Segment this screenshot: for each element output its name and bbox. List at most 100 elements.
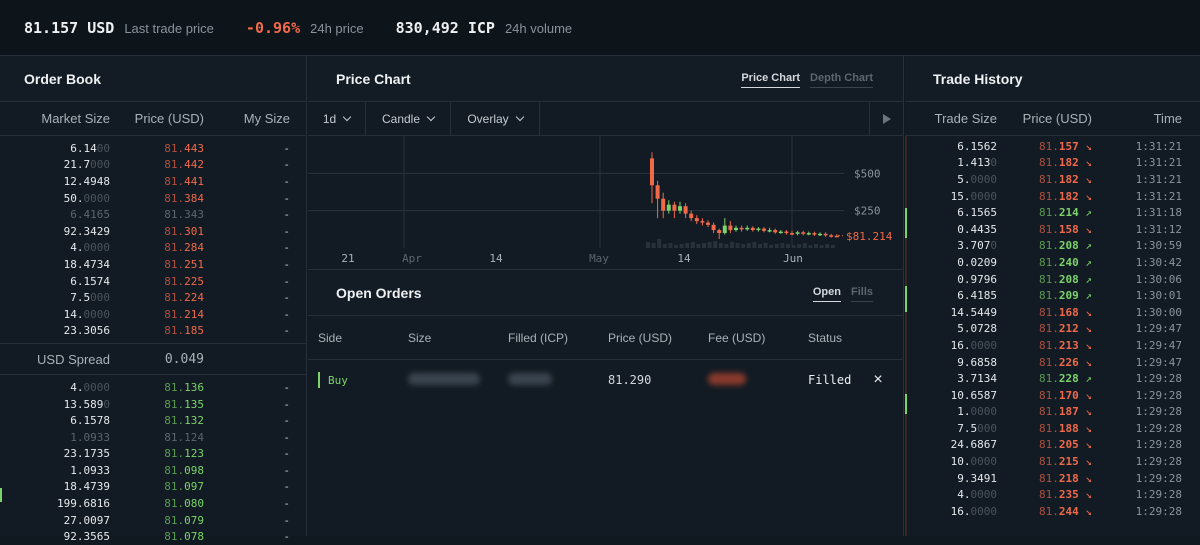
order-row[interactable]: Buy 81.290 Filled × — [308, 360, 903, 400]
bid-row[interactable]: 1.0933 81.124- — [0, 429, 306, 446]
overlay-select[interactable]: Overlay — [451, 102, 540, 135]
candle-body — [801, 232, 806, 234]
my-size: - — [283, 513, 290, 527]
ask-row[interactable]: 4.0000 81.284- — [0, 240, 306, 257]
bid-row[interactable]: 92.3565 81.078- — [0, 528, 306, 545]
trade-row[interactable]: 16.0000 81.244 ↘ 1:29:28 — [905, 503, 1200, 520]
trade-row[interactable]: 1.0000 81.187 ↘ 1:29:28 — [905, 404, 1200, 421]
trade-row[interactable]: 16.0000 81.213 ↘ 1:29:47 — [905, 337, 1200, 354]
candle-body — [706, 222, 710, 225]
bid-row[interactable]: 4.0000 81.136- — [0, 379, 306, 396]
chevron-down-icon — [426, 112, 436, 122]
ask-row[interactable]: 18.4734 81.251- — [0, 256, 306, 273]
size-int: 1.0933 — [70, 430, 110, 444]
ask-row[interactable]: 21.7000 81.442- — [0, 157, 306, 174]
candle-body — [795, 232, 800, 234]
ask-row[interactable]: 50.0000 81.384- — [0, 190, 306, 207]
trade-row[interactable]: 15.0000 81.182 ↘ 1:31:21 — [905, 188, 1200, 205]
ask-row[interactable]: 23.3056 81.185- — [0, 323, 306, 340]
trade-row[interactable]: 0.0209 81.240 ↗ 1:30:42 — [905, 254, 1200, 271]
trade-price: 81.157 ↘ — [997, 140, 1092, 153]
trade-row[interactable]: 0.9796 81.208 ↗ 1:30:06 — [905, 271, 1200, 288]
price-int: 81. — [164, 224, 185, 238]
trade-row[interactable]: 6.1565 81.214 ↗ 1:31:18 — [905, 204, 1200, 221]
bid-row[interactable]: 18.4739 81.097- — [0, 479, 306, 496]
interval-select[interactable]: 1d — [308, 102, 366, 135]
candle-body — [717, 230, 722, 234]
tab-price-chart[interactable]: Price Chart — [741, 72, 801, 88]
trade-row[interactable]: 5.0000 81.182 ↘ 1:31:21 — [905, 171, 1200, 188]
bid-row[interactable]: 1.0933 81.098- — [0, 462, 306, 479]
trade-time: 1:29:28 — [1135, 372, 1182, 386]
bid-row[interactable]: 199.6816 81.080- — [0, 495, 306, 512]
ask-row[interactable]: 6.4165 81.343- — [0, 206, 306, 223]
price-int: 81. — [1039, 488, 1059, 502]
bid-row[interactable]: 6.1578 81.132- — [0, 412, 306, 429]
bid-row[interactable]: 27.0097 81.079- — [0, 512, 306, 529]
price-chart[interactable]: $500 $250 21 Apr 14 May 14 Jun $81.214 — [308, 136, 904, 270]
trade-row[interactable]: 1.4130 81.182 ↘ 1:31:21 — [905, 155, 1200, 172]
trade-time: 1:29:47 — [1135, 322, 1182, 336]
my-size: - — [283, 174, 290, 188]
arrow-down-right-icon: ↘ — [1078, 488, 1092, 502]
trade-time: 1:29:28 — [1135, 455, 1182, 469]
bid-row[interactable]: 23.1735 81.123- — [0, 446, 306, 463]
trade-size: 5.0728 — [905, 322, 997, 335]
price-int: 81. — [1039, 172, 1059, 186]
trade-price: 81.235 ↘ — [997, 488, 1092, 501]
arrow-down-right-icon: ↘ — [1078, 189, 1092, 203]
price-int: 81. — [1039, 139, 1059, 153]
size-int: 12.4948 — [63, 174, 110, 188]
tab-open[interactable]: Open — [812, 286, 841, 302]
ask-row[interactable]: 6.1400 81.443- — [0, 140, 306, 157]
price-frac: 136 — [184, 380, 204, 394]
trade-row[interactable]: 6.1562 81.157 ↘ 1:31:21 — [905, 138, 1200, 155]
trade-row[interactable]: 0.4435 81.158 ↘ 1:31:12 — [905, 221, 1200, 238]
tab-depth-chart[interactable]: Depth Chart — [810, 72, 873, 88]
price-frac: 218 — [1058, 471, 1079, 485]
ask-row[interactable]: 12.4948 81.441- — [0, 173, 306, 190]
ask-row[interactable]: 6.1574 81.225- — [0, 273, 306, 290]
interval-value: 1d — [322, 111, 337, 126]
trade-row[interactable]: 7.5000 81.188 ↘ 1:29:28 — [905, 420, 1200, 437]
chart-type-select[interactable]: Candle — [366, 102, 451, 135]
tab-fills[interactable]: Fills — [850, 286, 873, 302]
trade-row[interactable]: 9.3491 81.218 ↘ 1:29:28 — [905, 470, 1200, 487]
order-book-header: Market Size Price (USD) My Size — [0, 102, 306, 136]
trade-price: 81.244 ↘ — [997, 505, 1092, 518]
volume-bar — [685, 243, 690, 248]
trade-row[interactable]: 6.4185 81.209 ↗ 1:30:01 — [905, 287, 1200, 304]
price-int: 81. — [1039, 206, 1059, 220]
size-pad: 000 — [90, 291, 110, 305]
price-int: 81. — [1039, 438, 1059, 452]
trade-row[interactable]: 3.7134 81.228 ↗ 1:29:28 — [905, 370, 1200, 387]
trade-row[interactable]: 5.0728 81.212 ↘ 1:29:47 — [905, 321, 1200, 338]
close-icon[interactable]: × — [873, 371, 883, 388]
size-pad: 0000 — [970, 488, 998, 502]
play-button[interactable] — [869, 102, 903, 135]
trade-row[interactable]: 3.7070 81.208 ↗ 1:30:59 — [905, 238, 1200, 255]
ask-row[interactable]: 92.3429 81.301- — [0, 223, 306, 240]
ask-row[interactable]: 14.0000 81.214- — [0, 306, 306, 323]
trade-row[interactable]: 4.0000 81.235 ↘ 1:29:28 — [905, 486, 1200, 503]
trade-row[interactable]: 14.5449 81.168 ↘ 1:30:00 — [905, 304, 1200, 321]
size-int: 5. — [957, 172, 971, 186]
price-frac: 215 — [1058, 455, 1079, 469]
trade-row[interactable]: 9.6858 81.226 ↘ 1:29:47 — [905, 354, 1200, 371]
trade-row[interactable]: 10.0000 81.215 ↘ 1:29:28 — [905, 453, 1200, 470]
x-tick-label: 14 — [677, 252, 691, 265]
volume-stat: 830,492 ICP 24h volume — [396, 19, 573, 37]
trade-time: 1:31:12 — [1135, 222, 1182, 236]
price-int: 81. — [164, 191, 185, 205]
price-frac: 182 — [1058, 156, 1079, 170]
trade-row[interactable]: 24.6867 81.205 ↘ 1:29:28 — [905, 437, 1200, 454]
size-int: 1. — [957, 405, 971, 419]
size-int: 199.6816 — [57, 497, 110, 511]
ask-row[interactable]: 7.5000 81.224- — [0, 289, 306, 306]
candle-body — [745, 227, 750, 230]
trade-row[interactable]: 10.6587 81.170 ↘ 1:29:28 — [905, 387, 1200, 404]
trade-time: 1:29:28 — [1135, 438, 1182, 452]
price: 81.301 — [110, 225, 204, 238]
bid-row[interactable]: 13.5890 81.135- — [0, 396, 306, 413]
price-int: 81. — [164, 158, 185, 172]
